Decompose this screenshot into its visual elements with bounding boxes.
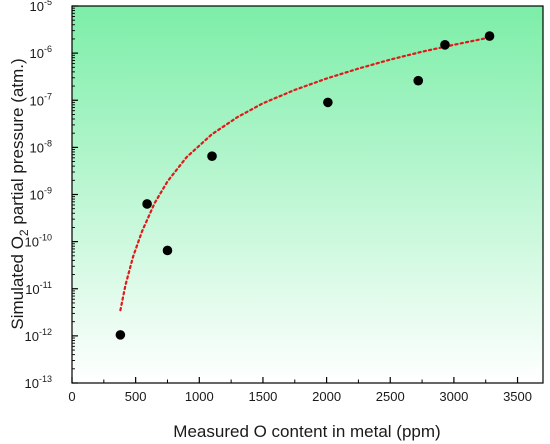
x-axis-title: Measured O content in metal (ppm) [173, 422, 440, 441]
y-tick-label: 10-11 [25, 280, 52, 297]
y-tick-label: 10-10 [25, 233, 52, 250]
y-tick-labels: 10-13 10-12 10-11 10-10 10-9 10-8 10-7 10-6 10-5 [25, 0, 52, 391]
y-tick-label: 10-13 [25, 374, 52, 391]
x-tick-label: 3500 [503, 389, 532, 404]
y-tick-label: 10-6 [30, 44, 52, 61]
y-tick-label: 10-8 [30, 138, 52, 155]
y-tick-label: 10-7 [30, 91, 52, 108]
data-point [440, 40, 450, 50]
y-tick-label: 10-12 [25, 327, 52, 344]
data-point [142, 199, 152, 209]
x-tick-labels: 0 500 1000 1500 2000 2500 3000 3500 [68, 389, 532, 404]
x-tick-label: 0 [68, 389, 75, 404]
x-tick-label: 3000 [439, 389, 468, 404]
y-tick-label: 10-9 [30, 186, 52, 203]
plot-area [72, 6, 543, 383]
data-point [162, 245, 173, 256]
fit-curve [119, 36, 491, 312]
x-tick-label: 2000 [312, 389, 341, 404]
data-point [207, 151, 217, 161]
data-points [115, 31, 495, 340]
x-tick-label: 1500 [248, 389, 277, 404]
data-point [115, 330, 126, 340]
x-tick-label: 500 [125, 389, 147, 404]
data-point [323, 97, 333, 108]
y-tick-label: 10-5 [30, 0, 52, 14]
y-axis-title: Simulated O2 partial pressure (atm.) [8, 58, 31, 329]
y-axis-title-subscript: 2 [17, 229, 31, 236]
data-point [484, 31, 495, 41]
x-tick-label: 2500 [376, 389, 405, 404]
x-tick-label: 1000 [185, 389, 214, 404]
data-point [413, 75, 424, 86]
plot-frame [71, 5, 544, 384]
